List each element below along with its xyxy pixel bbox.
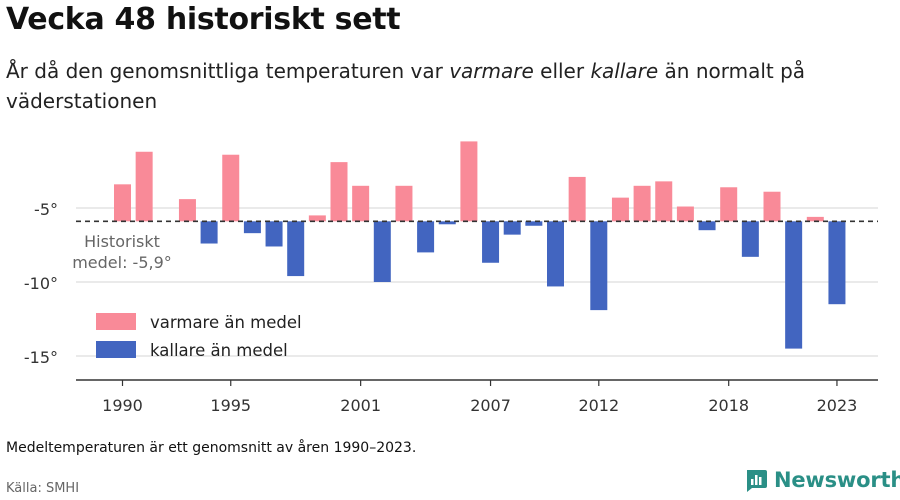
bar-chart: -5° -10° -15° Historiskt medel: -5,9° 1990 199…	[24, 141, 878, 415]
bar-2005	[438, 221, 456, 225]
chart-subtitle: År då den genomsnittliga temperaturen va…	[6, 56, 866, 116]
y-tick-label: -15°	[24, 348, 58, 367]
legend-label: varmare än medel	[150, 313, 302, 332]
baseline-annotation-line1: Historiskt	[84, 232, 160, 251]
bar-2020	[763, 191, 781, 222]
bar-1995	[222, 154, 240, 222]
bar-2007	[482, 221, 500, 263]
x-tick-label: 2007	[470, 396, 511, 415]
y-tick-label: -10°	[24, 274, 58, 293]
chart-source: Källa: SMHI	[6, 481, 80, 496]
x-tick-label: 2001	[340, 396, 381, 415]
chart-note: Medeltemperaturen är ett genomsnitt av å…	[6, 440, 417, 456]
bar-2017	[698, 221, 716, 231]
bar-2011	[568, 176, 586, 222]
x-tick-label: 1990	[102, 396, 143, 415]
bar-2014	[633, 185, 651, 222]
bar-2003	[395, 185, 413, 222]
bar-1999	[308, 215, 326, 222]
x-tick-label: 1995	[210, 396, 251, 415]
bar-2001	[352, 185, 370, 222]
bar-2015	[655, 181, 673, 222]
bar-1996	[243, 221, 261, 234]
bar-2021	[785, 221, 803, 349]
bar-2000	[330, 162, 348, 222]
bar-1994	[200, 221, 218, 244]
legend-label: kallare än medel	[150, 341, 288, 360]
legend-swatch	[96, 341, 136, 358]
bar-2016	[676, 206, 694, 222]
newsworthy-logo-icon	[747, 470, 767, 492]
bar-2004	[417, 221, 435, 253]
subtitle-part2: eller	[533, 59, 591, 83]
subtitle-warm: varmare	[449, 59, 534, 83]
bar-2013	[611, 197, 629, 222]
bar-2010	[547, 221, 564, 287]
bar-2012	[590, 221, 608, 311]
bar-2018	[720, 187, 738, 222]
y-tick-label: -5°	[34, 200, 58, 219]
subtitle-part1: År då den genomsnittliga temperaturen va…	[6, 59, 450, 83]
subtitle-cold: kallare	[590, 59, 659, 83]
brand-name: Newsworthy	[774, 468, 900, 492]
bar-1993	[178, 199, 196, 222]
bar-2022	[806, 216, 824, 222]
subtitle-part3: än normalt på väderstationen	[6, 59, 806, 113]
bar-1998	[287, 221, 305, 277]
x-tick-label: 2018	[708, 396, 749, 415]
bar-2019	[741, 221, 759, 257]
bar-2023	[828, 221, 846, 305]
baseline-annotation-line2: medel: -5,9°	[72, 253, 172, 272]
bar-1991	[135, 151, 153, 222]
x-tick-label: 2012	[578, 396, 619, 415]
bar-2009	[525, 221, 543, 226]
bar-1997	[265, 221, 283, 247]
x-tick-label: 2023	[817, 396, 858, 415]
bar-2002	[373, 221, 391, 282]
bar-2006	[460, 141, 478, 222]
bar-2008	[503, 221, 521, 235]
brand-logo[interactable]: Newsworthy	[744, 468, 900, 492]
bar-1990	[114, 184, 131, 222]
chart-title: Vecka 48 historiskt sett	[6, 2, 401, 37]
legend-swatch	[96, 313, 136, 330]
